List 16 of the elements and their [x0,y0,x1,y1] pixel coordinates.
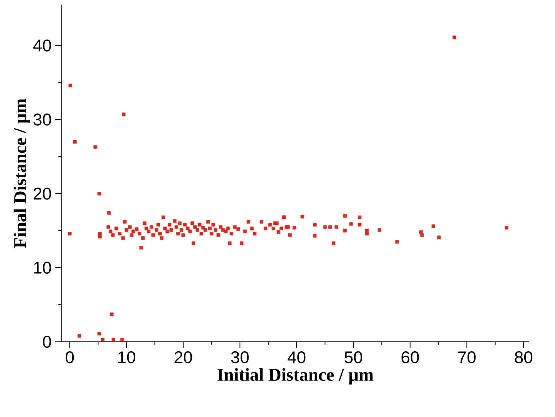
x-axis-title: Initial Distance / µm [218,368,374,385]
x-tick-label: 70 [458,352,476,364]
x-tick-label: 80 [515,352,533,364]
y-tick-label: 10 [34,262,52,274]
y-tick-label: 30 [34,114,52,126]
y-tick-label: 20 [34,188,52,200]
x-tick-label: 40 [288,352,306,364]
x-tick-label: 0 [66,352,74,364]
y-axis-title: Final Distance / µm [14,98,30,248]
x-tick-label: 50 [344,352,362,364]
x-tick-label: 60 [402,352,420,364]
x-tick-label: 10 [118,352,136,364]
x-tick-label: 20 [174,352,192,364]
y-tick-label: 40 [33,40,52,52]
x-tick-label: 30 [231,352,249,364]
y-tick-label: 0 [43,336,52,348]
